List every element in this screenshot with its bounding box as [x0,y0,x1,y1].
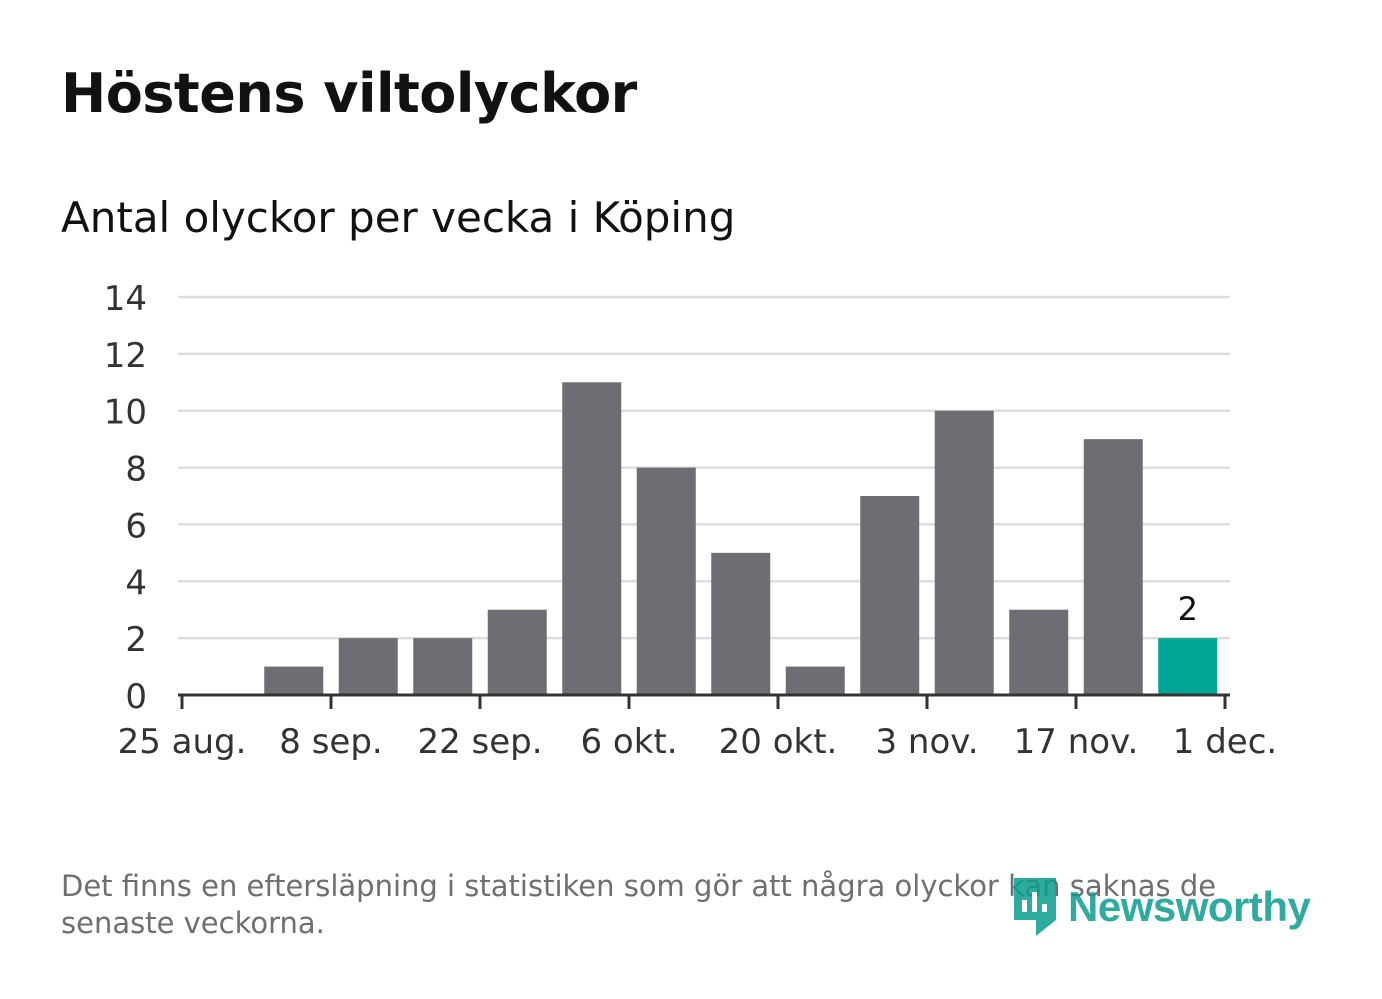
y-tick-label: 2 [125,620,147,660]
bar [338,638,398,695]
bar [1009,609,1069,695]
data-label: 2 [1178,590,1198,628]
bar [785,666,845,695]
chart-title: Höstens viltolyckor [61,62,637,125]
x-tick-label: 22 sep. [417,722,542,762]
newsworthy-logo-icon [1014,878,1056,936]
chart-subtitle: Antal olyckor per vecka i Köping [61,193,736,242]
x-tick-label: 1 dec. [1173,722,1277,762]
y-tick-label: 4 [125,563,147,603]
x-tick-label: 8 sep. [279,722,382,762]
x-tick-label: 6 okt. [580,722,677,762]
x-tick-label: 3 nov. [875,722,978,762]
bar [264,666,324,695]
bar [934,410,994,695]
bar-chart: 0 2 4 6 8 10 12 14 2 25 aug. 8 sep. 22 sep. 6 okt. 20… [104,279,1277,762]
bar [711,552,771,695]
y-tick-label: 14 [104,279,147,319]
bar [636,467,696,695]
y-tick-label: 10 [104,393,147,433]
newsworthy-logo: Newsworthy [1010,874,1311,940]
bar [487,609,547,695]
bar-highlight [1158,638,1218,695]
bar [860,496,920,695]
y-tick-label: 12 [104,336,147,376]
y-tick-label: 6 [125,506,147,546]
bar [562,382,622,695]
bar [1083,439,1143,695]
x-tick-label: 25 aug. [118,722,247,762]
newsworthy-logo-text: Newsworthy [1068,883,1311,930]
x-tick-label: 17 nov. [1014,722,1139,762]
bar [413,638,473,695]
x-tick-label: 20 okt. [719,722,838,762]
y-tick-label: 8 [125,450,147,490]
y-tick-label: 0 [125,677,147,717]
